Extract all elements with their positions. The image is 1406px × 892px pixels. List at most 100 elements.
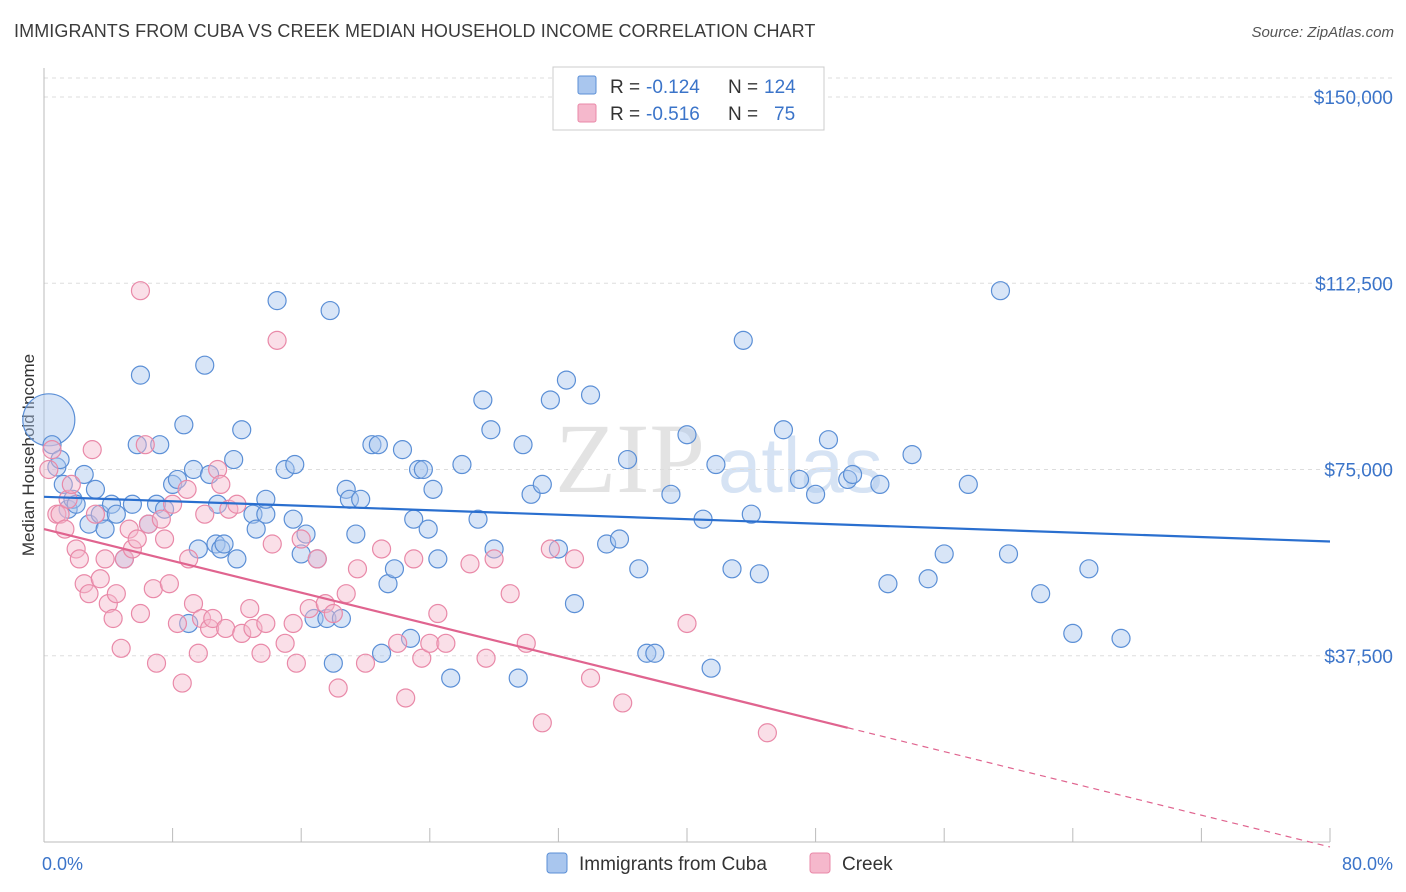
cuba-point-0 bbox=[22, 393, 76, 447]
cuba-point-102 bbox=[789, 469, 810, 490]
creek-point-28 bbox=[151, 509, 171, 529]
cuba-point-96 bbox=[706, 454, 726, 475]
cuba-point-107 bbox=[870, 474, 890, 494]
creek-point-80 bbox=[540, 539, 560, 559]
creek-point-77 bbox=[500, 584, 520, 604]
cuba-point-26 bbox=[179, 613, 199, 634]
creek-point-13 bbox=[90, 569, 110, 589]
creek-point-52 bbox=[262, 534, 282, 554]
cuba-point-106 bbox=[842, 464, 863, 485]
legend-bottom-swatch-creek bbox=[809, 852, 831, 874]
source-label: Source: ZipAtlas.com bbox=[1251, 24, 1394, 41]
cuba-point-111 bbox=[934, 544, 954, 564]
legend-swatch-creek bbox=[577, 103, 597, 123]
series-creek-points bbox=[39, 281, 777, 743]
cuba-point-24 bbox=[167, 469, 188, 490]
cuba-point-112 bbox=[958, 474, 978, 494]
cuba-point-113 bbox=[990, 281, 1011, 301]
cuba-point-86 bbox=[597, 534, 617, 554]
creek-point-54 bbox=[275, 633, 295, 653]
creek-point-12 bbox=[85, 504, 106, 524]
creek-point-81 bbox=[564, 549, 585, 569]
cuba-point-89 bbox=[629, 559, 649, 579]
creek-point-0 bbox=[39, 459, 59, 480]
creek-point-10 bbox=[79, 584, 99, 604]
creek-point-24 bbox=[135, 435, 155, 455]
cuba-point-114 bbox=[998, 544, 1019, 564]
cuba-point-100 bbox=[749, 564, 769, 584]
cuba-point-64 bbox=[400, 628, 421, 648]
creek-point-32 bbox=[167, 613, 188, 634]
cuba-point-28 bbox=[188, 539, 208, 559]
grid-lines bbox=[44, 77, 1395, 657]
cuba-point-75 bbox=[481, 420, 501, 440]
cuba-point-76 bbox=[484, 539, 504, 559]
legend-n-value-cuba: 124 bbox=[764, 77, 796, 98]
creek-point-86 bbox=[130, 281, 151, 301]
creek-point-29 bbox=[154, 529, 175, 549]
cuba-point-85 bbox=[580, 385, 601, 405]
legend-r-label-cuba: R = bbox=[610, 77, 640, 98]
creek-point-38 bbox=[191, 608, 212, 629]
cuba-point-117 bbox=[1079, 559, 1099, 579]
creek-point-58 bbox=[299, 598, 319, 619]
legend-n-label-creek: N = bbox=[728, 104, 758, 125]
creek-point-61 bbox=[323, 603, 343, 624]
creek-point-50 bbox=[251, 643, 271, 663]
x-tick-label-1: 80.0% bbox=[1342, 854, 1393, 874]
cuba-point-93 bbox=[677, 425, 697, 445]
creek-point-22 bbox=[127, 529, 147, 549]
watermark-atlas: atlas bbox=[718, 421, 883, 509]
y-tick-label-3: $150,000 bbox=[1314, 88, 1393, 109]
creek-point-83 bbox=[613, 693, 633, 713]
cuba-point-104 bbox=[818, 430, 839, 450]
y-tick-label-1: $75,000 bbox=[1324, 461, 1393, 482]
creek-point-1 bbox=[42, 440, 62, 460]
cuba-point-14 bbox=[106, 504, 126, 524]
cuba-point-80 bbox=[532, 474, 552, 494]
trend-line-creek bbox=[43, 528, 849, 729]
cuba-point-50 bbox=[317, 608, 337, 629]
cuba-point-1 bbox=[42, 435, 62, 455]
cuba-point-42 bbox=[267, 291, 287, 311]
cuba-point-116 bbox=[1063, 623, 1083, 644]
creek-point-34 bbox=[177, 479, 197, 499]
cuba-point-95 bbox=[701, 658, 721, 678]
creek-point-75 bbox=[476, 648, 496, 668]
creek-point-51 bbox=[256, 613, 276, 634]
creek-point-70 bbox=[412, 648, 432, 668]
cuba-point-103 bbox=[805, 484, 826, 504]
creek-point-6 bbox=[61, 474, 81, 494]
cuba-point-78 bbox=[513, 435, 533, 455]
cuba-point-63 bbox=[392, 440, 413, 460]
legend-n-value-creek: 75 bbox=[774, 104, 795, 125]
creek-point-43 bbox=[211, 474, 231, 494]
cuba-point-70 bbox=[428, 549, 448, 569]
cuba-point-62 bbox=[384, 559, 405, 579]
creek-point-36 bbox=[183, 593, 204, 614]
cuba-point-81 bbox=[540, 390, 560, 410]
trend-lines bbox=[43, 495, 1331, 848]
cuba-point-18 bbox=[130, 365, 151, 385]
cuba-point-8 bbox=[74, 464, 94, 485]
creek-point-76 bbox=[484, 549, 504, 569]
legend-box bbox=[552, 66, 825, 131]
cuba-point-115 bbox=[1031, 584, 1051, 604]
legend-n-label-cuba: N = bbox=[728, 77, 758, 98]
cuba-point-32 bbox=[208, 494, 228, 514]
creek-point-14 bbox=[95, 549, 115, 569]
cuba-point-56 bbox=[346, 524, 366, 544]
creek-point-68 bbox=[396, 688, 416, 708]
cuba-point-34 bbox=[214, 534, 234, 554]
cuba-point-58 bbox=[362, 435, 382, 455]
cuba-point-27 bbox=[183, 459, 204, 480]
creek-point-85 bbox=[757, 723, 777, 743]
creek-point-73 bbox=[436, 633, 456, 653]
cuba-point-72 bbox=[452, 454, 472, 475]
cuba-point-98 bbox=[733, 330, 753, 350]
creek-point-79 bbox=[532, 713, 552, 733]
cuba-point-67 bbox=[413, 459, 433, 480]
creek-point-39 bbox=[195, 504, 215, 524]
cuba-point-59 bbox=[368, 435, 388, 455]
cuba-point-110 bbox=[918, 569, 938, 589]
